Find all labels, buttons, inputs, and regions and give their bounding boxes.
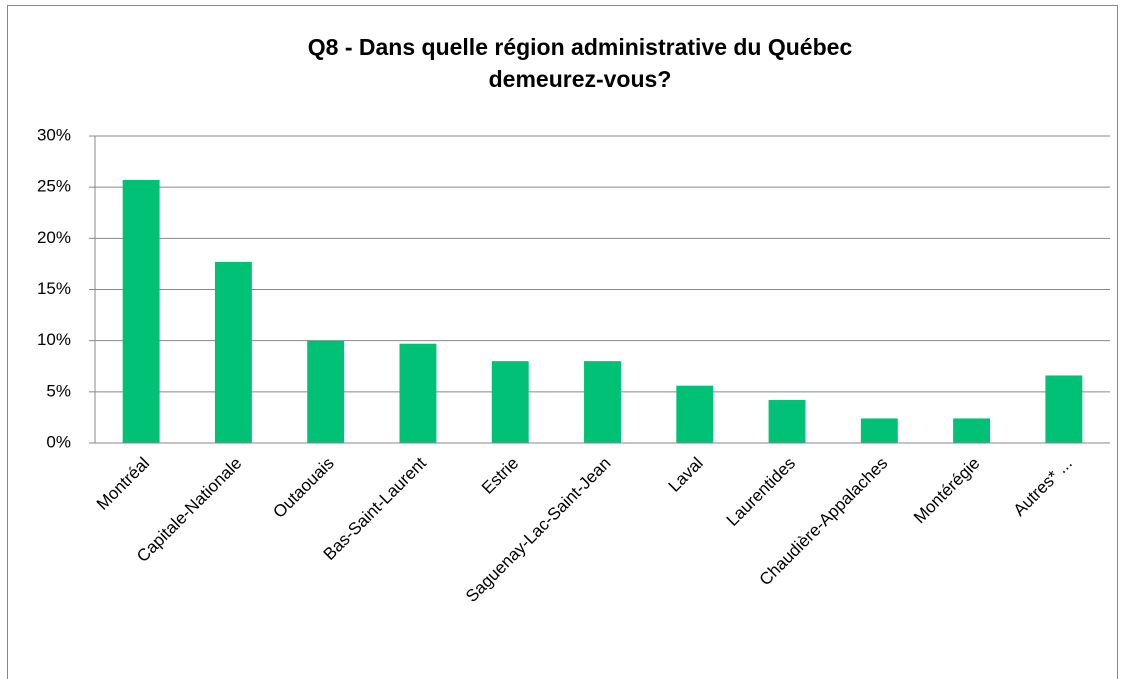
bar — [676, 385, 714, 443]
bar — [214, 261, 252, 443]
y-tick-label: 30% — [37, 125, 71, 144]
bar — [953, 418, 991, 443]
y-tick-label: 15% — [37, 279, 71, 298]
y-tick-label: 10% — [37, 330, 71, 349]
bar — [860, 418, 898, 443]
y-tick-label: 25% — [37, 177, 71, 196]
y-tick-label: 20% — [37, 228, 71, 247]
bar — [307, 340, 345, 443]
y-tick-label: 0% — [46, 432, 71, 451]
chart-title: Q8 - Dans quelle région administrative d… — [308, 34, 853, 60]
bar — [584, 361, 621, 443]
bar — [1045, 375, 1083, 443]
bar — [768, 400, 806, 443]
bar — [399, 343, 437, 443]
y-tick-label: 5% — [46, 381, 71, 400]
chart-border — [7, 5, 1118, 679]
bar — [122, 180, 160, 443]
chart-title: demeurez-vous? — [489, 66, 672, 92]
bar — [491, 361, 529, 443]
